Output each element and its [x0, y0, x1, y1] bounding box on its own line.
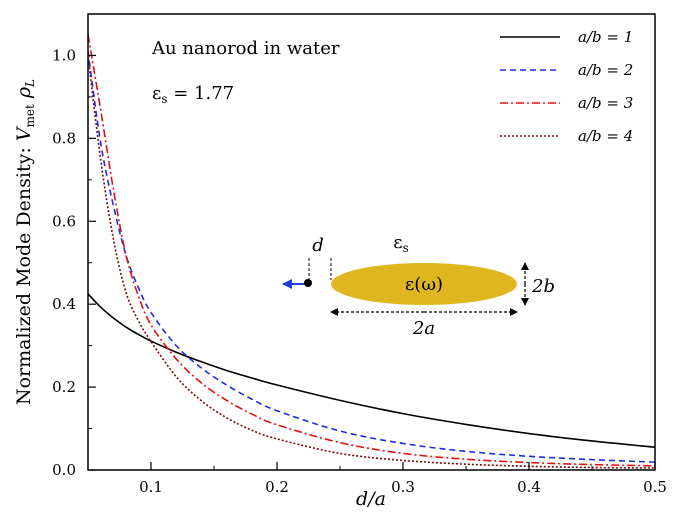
series-line-4	[88, 55, 655, 469]
ticks-layer: 0.1 0.2 0.3 0.4 0.5 0.0 0.2 0.4 0.6 0.8 1.0	[52, 13, 667, 496]
eps-s-inset-label: εs	[393, 232, 409, 255]
length-label: 2a	[412, 318, 435, 339]
x-tick-label: 0.3	[391, 478, 415, 496]
x-tick-label: 0.4	[517, 478, 541, 496]
y-tick-label: 0.0	[52, 461, 76, 479]
legend-label-4: a/b = 4	[578, 127, 633, 145]
plot-frame	[87, 13, 656, 471]
y-tick-label: 0.8	[52, 129, 76, 147]
y-tick-label: 0.6	[52, 212, 76, 230]
legend-label-3: a/b = 3	[578, 94, 633, 112]
series-layer	[88, 34, 655, 469]
annotation-eps: εs = 1.77	[152, 83, 234, 106]
y-tick-label: 1.0	[52, 46, 76, 64]
legend: a/b = 1 a/b = 2 a/b = 3 a/b = 4	[500, 28, 633, 145]
series-line-3	[88, 34, 655, 467]
annotation-main: Au nanorod in water	[151, 38, 340, 59]
inset-schematic: ε(ω) εs d 2b 2a	[282, 232, 555, 339]
d-label: d	[312, 235, 324, 256]
legend-label-2: a/b = 2	[578, 61, 633, 79]
legend-label-1: a/b = 1	[578, 28, 633, 46]
y-axis-label: Normalized Mode Density: Vmet ρL	[13, 79, 37, 405]
rod-label: ε(ω)	[405, 274, 443, 295]
nanorod-ellipse	[331, 263, 517, 305]
x-tick-label: 0.1	[139, 478, 163, 496]
y-tick-label: 0.2	[52, 378, 76, 396]
series-line-2	[88, 51, 655, 463]
x-axis-label: d/a	[356, 488, 386, 510]
x-tick-label: 0.5	[643, 478, 667, 496]
y-tick-label: 0.4	[52, 295, 76, 313]
x-tick-label: 0.2	[265, 478, 289, 496]
series-line-1	[88, 293, 655, 448]
height-label: 2b	[531, 276, 555, 297]
dipole-dot	[304, 279, 312, 287]
